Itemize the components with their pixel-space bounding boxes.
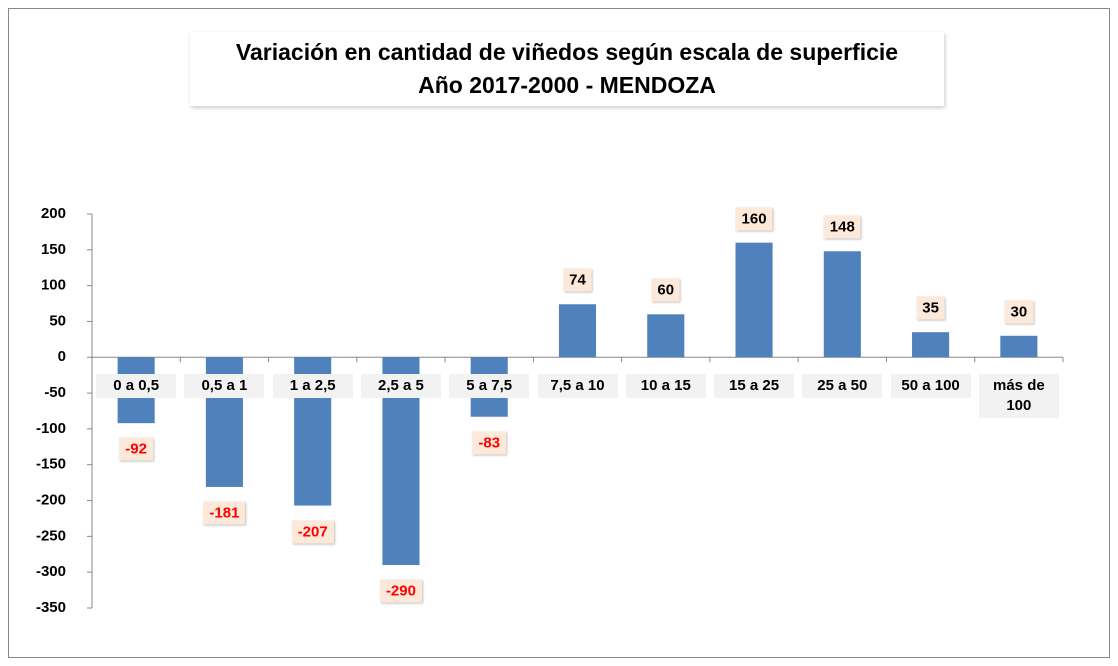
x-tick-label: 2,5 a 5 (360, 374, 441, 399)
bar (647, 314, 685, 358)
x-tick-label: 0 a 0,5 (96, 374, 177, 399)
y-tick-label: -50 (44, 384, 66, 401)
y-tick-label: 0 (58, 348, 66, 365)
chart-subtitle: Año 2017-2000 - MENDOZA (418, 72, 716, 98)
y-tick-label: 50 (49, 312, 66, 329)
bar (558, 304, 597, 358)
bar (735, 242, 773, 358)
y-tick-label: -100 (36, 420, 66, 437)
y-tick-label: 150 (41, 241, 66, 258)
data-label: -290 (379, 579, 422, 603)
x-tick-label: 7,5 a 10 (537, 374, 618, 399)
data-label: 160 (735, 207, 773, 231)
x-tick-label: 0,5 a 1 (184, 374, 265, 399)
x-tick-label: 15 a 25 (714, 374, 795, 399)
title-box: Variación en cantidad de viñedos según e… (190, 32, 944, 106)
x-tick-label: 50 a 100 (890, 374, 971, 399)
y-tick-label: 100 (41, 277, 66, 294)
x-tick-label: más de 100 (978, 374, 1059, 419)
bar (823, 251, 861, 358)
data-label: 60 (651, 278, 681, 302)
x-tick-label: 25 a 50 (802, 374, 883, 399)
x-tick-label: 10 a 15 (625, 374, 706, 399)
data-label: 35 (916, 296, 945, 320)
bar (912, 332, 950, 358)
data-label: -83 (472, 431, 507, 455)
data-label: 30 (1004, 300, 1034, 324)
y-tick-label: -250 (36, 527, 66, 544)
y-tick-label: -150 (36, 456, 66, 473)
y-tick-label: -300 (36, 563, 66, 580)
x-tick-label: 1 a 2,5 (272, 374, 353, 399)
data-label: 74 (563, 268, 592, 292)
data-label: -207 (291, 520, 334, 544)
data-label: 148 (823, 215, 861, 239)
y-tick-label: 200 (41, 205, 66, 222)
x-tick-label: 5 a 7,5 (449, 374, 530, 399)
data-label: -92 (119, 437, 153, 461)
bar (1000, 335, 1038, 358)
y-tick-label: -350 (36, 599, 66, 616)
chart-title: Variación en cantidad de viñedos según e… (235, 39, 899, 65)
y-tick-label: -200 (36, 492, 66, 509)
data-label: -181 (203, 501, 246, 525)
